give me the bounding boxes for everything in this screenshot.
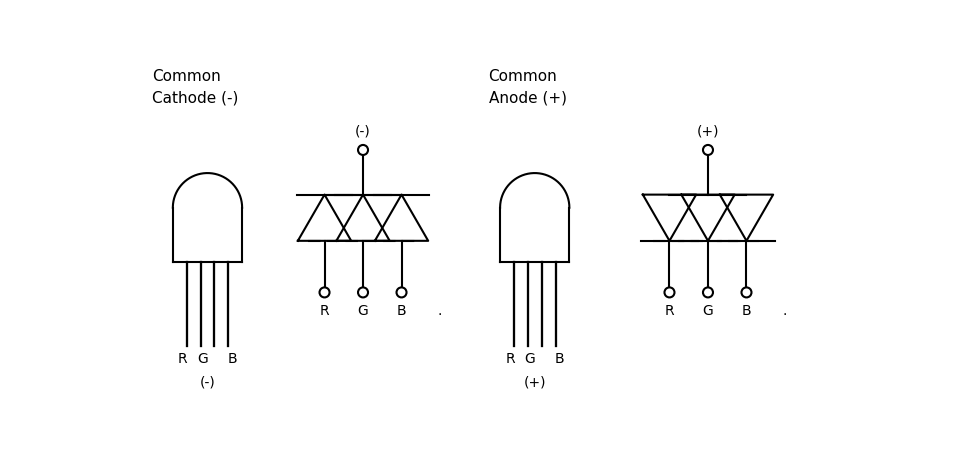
Circle shape <box>358 145 368 155</box>
Text: G: G <box>357 304 369 318</box>
Text: (+): (+) <box>697 125 719 139</box>
Text: B: B <box>742 304 751 318</box>
Text: R: R <box>506 352 515 366</box>
Circle shape <box>742 287 751 297</box>
Circle shape <box>397 287 406 297</box>
Text: (+): (+) <box>524 375 546 390</box>
Text: .: . <box>438 304 442 318</box>
Text: (-): (-) <box>199 375 216 390</box>
Text: Common
Anode (+): Common Anode (+) <box>488 69 566 105</box>
Text: R: R <box>664 304 674 318</box>
Text: B: B <box>555 352 564 366</box>
Circle shape <box>703 287 713 297</box>
Text: R: R <box>178 352 188 366</box>
Text: R: R <box>320 304 329 318</box>
Text: Common
Cathode (-): Common Cathode (-) <box>152 69 239 105</box>
Text: G: G <box>703 304 714 318</box>
Text: B: B <box>397 304 406 318</box>
Circle shape <box>703 145 713 155</box>
Text: (-): (-) <box>355 125 371 139</box>
Circle shape <box>358 287 368 297</box>
Circle shape <box>320 287 329 297</box>
Text: B: B <box>227 352 237 366</box>
Text: .: . <box>783 304 787 318</box>
Circle shape <box>664 287 674 297</box>
Text: G: G <box>197 352 208 366</box>
Text: G: G <box>525 352 535 366</box>
